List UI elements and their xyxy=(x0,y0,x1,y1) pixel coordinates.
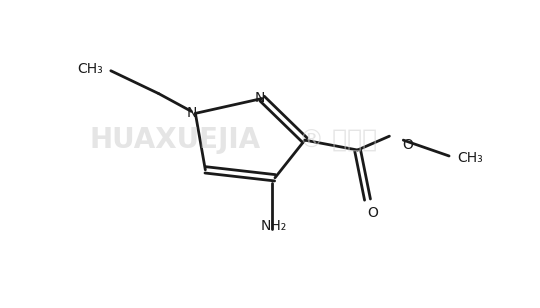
Text: ® 化学加: ® 化学加 xyxy=(299,128,377,152)
Text: O: O xyxy=(402,138,413,152)
Text: N: N xyxy=(255,91,265,105)
Text: N: N xyxy=(186,107,197,120)
Text: NH₂: NH₂ xyxy=(261,219,287,233)
Text: HUAXUEJIA: HUAXUEJIA xyxy=(90,126,261,154)
Text: CH₃: CH₃ xyxy=(77,62,103,76)
Text: O: O xyxy=(367,205,378,220)
Text: CH₃: CH₃ xyxy=(457,151,483,165)
